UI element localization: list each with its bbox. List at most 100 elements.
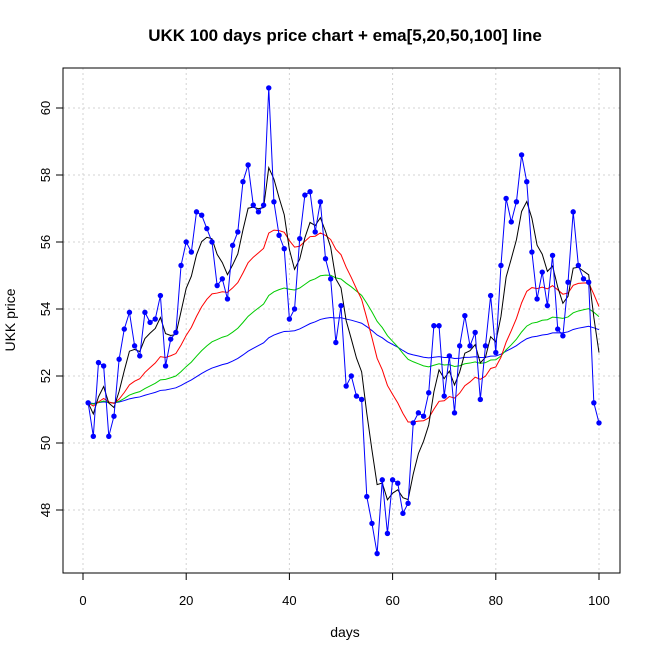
price-point <box>555 326 561 332</box>
price-point <box>95 359 102 366</box>
price-point <box>374 550 380 557</box>
price-point <box>235 229 241 235</box>
price-point <box>131 343 138 349</box>
price-point <box>255 209 262 215</box>
price-point <box>436 323 442 329</box>
price-point <box>137 353 143 359</box>
price-point <box>585 279 592 285</box>
price-point <box>544 302 551 309</box>
price-point <box>183 239 189 245</box>
price-point <box>307 189 313 195</box>
price-point <box>291 306 298 312</box>
price-point <box>85 400 91 406</box>
x-tick-label: 100 <box>588 593 610 608</box>
price-point <box>462 313 468 319</box>
y-tick-label: 52 <box>38 369 53 383</box>
price-point <box>266 85 272 91</box>
price-point <box>286 316 293 322</box>
price-point <box>193 209 200 215</box>
price-point <box>271 199 277 205</box>
y-tick-label: 54 <box>38 302 53 316</box>
price-point <box>570 209 576 215</box>
price-point <box>591 400 597 406</box>
price-point <box>493 349 499 356</box>
price-point <box>395 480 401 486</box>
price-point <box>400 510 406 517</box>
price-point <box>209 239 215 245</box>
x-axis-label: days <box>330 624 360 640</box>
price-point <box>549 252 556 259</box>
price-point <box>260 202 267 208</box>
price-point <box>524 179 530 185</box>
price-point <box>214 282 220 289</box>
price-point <box>575 262 582 269</box>
ema5-line <box>87 165 600 501</box>
price-point <box>498 262 504 269</box>
y-tick-label: 60 <box>38 101 53 115</box>
price-point <box>198 212 205 218</box>
x-tick-label: 80 <box>489 593 503 608</box>
price-point <box>224 296 231 302</box>
price-point <box>364 493 370 500</box>
price-point <box>281 246 287 252</box>
price-point <box>451 410 458 416</box>
price-point <box>405 500 411 506</box>
price-point <box>229 242 236 249</box>
price-point <box>162 363 169 369</box>
price-point <box>410 420 416 426</box>
price-point <box>534 296 540 302</box>
axes: 0 20 40 60 80 100 48 50 52 54 56 58 60 <box>38 101 610 608</box>
price-point <box>477 396 484 403</box>
price-point <box>358 396 365 403</box>
price-point <box>348 373 355 379</box>
price-point <box>415 410 422 416</box>
price-point <box>173 329 179 336</box>
price-point <box>420 413 427 419</box>
price-point <box>302 192 308 198</box>
ema100-line <box>88 316 600 404</box>
y-tick-label: 50 <box>38 436 53 450</box>
y-tick-label: 48 <box>38 503 53 517</box>
price-point <box>121 326 127 332</box>
price-point <box>219 276 226 282</box>
price-point <box>317 199 324 205</box>
price-line <box>87 87 600 554</box>
price-point <box>152 316 158 322</box>
price-point <box>142 309 148 316</box>
price-point <box>539 269 545 275</box>
series <box>85 85 602 557</box>
x-tick-label: 40 <box>282 593 296 608</box>
price-point <box>389 477 396 483</box>
price-point <box>338 302 344 309</box>
price-point <box>333 339 339 346</box>
price-point <box>565 279 571 285</box>
price-point <box>250 202 256 208</box>
plot-frame <box>62 67 621 574</box>
ema20-line <box>87 229 600 423</box>
price-point <box>472 329 478 336</box>
chart-title: UKK 100 days price chart + ema[5,20,50,1… <box>148 26 542 45</box>
price-point <box>312 229 318 235</box>
price-point <box>147 319 153 326</box>
price-point <box>276 232 282 238</box>
price-point <box>111 413 117 419</box>
y-axis-label: UKK price <box>2 288 18 351</box>
price-point <box>596 420 602 426</box>
grid <box>63 68 620 573</box>
price-point <box>168 336 174 342</box>
price-point <box>322 256 329 262</box>
price-point <box>580 276 587 282</box>
price-point <box>245 162 251 168</box>
price-point <box>157 292 164 299</box>
price-point <box>513 199 520 205</box>
price-point <box>116 356 122 362</box>
price-point <box>353 393 360 399</box>
price-point <box>508 219 514 225</box>
price-point <box>178 262 184 269</box>
y-tick-label: 58 <box>38 168 53 182</box>
price-point <box>204 225 210 232</box>
price-point <box>384 530 391 537</box>
ema50-line <box>88 274 600 405</box>
x-tick-label: 20 <box>179 593 193 608</box>
price-point <box>529 249 535 255</box>
